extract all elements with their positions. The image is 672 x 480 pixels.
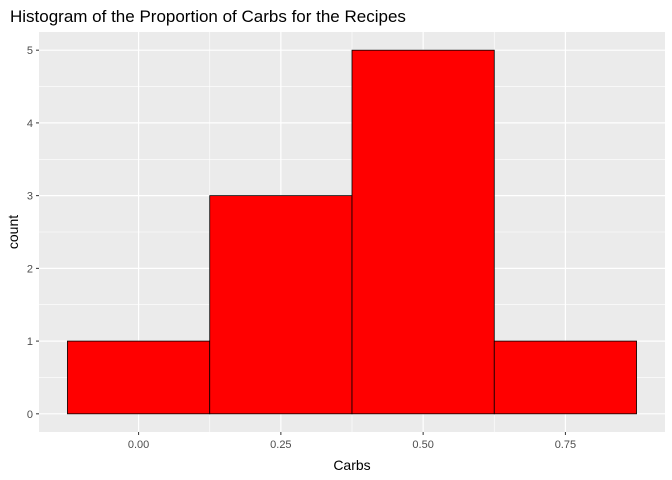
y-tick-label: 3 [27, 191, 33, 203]
x-tick-label: 0.00 [128, 439, 149, 451]
y-tick-label: 5 [27, 45, 33, 57]
histogram-bar-1 [67, 340, 211, 415]
x-tick-label: 0.50 [412, 439, 433, 451]
y-tick-label: 2 [27, 263, 33, 275]
histogram-bar-2 [209, 195, 353, 415]
x-tick-label: 0.25 [270, 439, 291, 451]
y-axis-ticks: 0 1 2 3 4 5 [27, 45, 39, 421]
x-axis-ticks: 0.00 0.25 0.50 0.75 [128, 432, 576, 451]
histogram-bars [67, 49, 637, 415]
histogram-bar-4 [493, 340, 637, 415]
x-tick-label: 0.75 [555, 439, 576, 451]
chart-title: Histogram of the Proportion of Carbs for… [10, 7, 406, 26]
y-tick-label: 4 [27, 118, 33, 130]
x-axis-title: Carbs [333, 457, 370, 473]
y-tick-label: 1 [27, 336, 33, 348]
y-axis-title: count [5, 215, 21, 249]
y-tick-label: 0 [27, 409, 33, 421]
histogram-bar-3 [351, 49, 495, 415]
